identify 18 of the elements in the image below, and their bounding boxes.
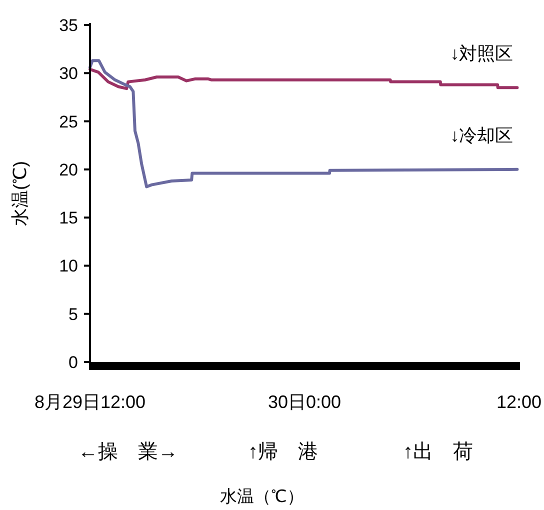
text: ←操 業→: [78, 441, 178, 463]
y-tick-label: 25: [59, 112, 78, 132]
series-label: ↓冷却区: [450, 125, 514, 146]
y-tick-label: 35: [59, 16, 78, 35]
y-tick-label: 5: [68, 304, 78, 324]
y-tick-label: 0: [68, 353, 78, 372]
y-axis-title: 水温(℃): [10, 161, 30, 226]
text: ↑帰 港: [248, 441, 318, 463]
x-tick-label: 8月29日12:00: [34, 392, 146, 412]
series-label: ↓対照区: [450, 44, 514, 64]
x-axis-title: 水温（℃）: [220, 487, 304, 506]
y-tick-label: 20: [59, 160, 78, 180]
y-tick-label: 10: [59, 256, 78, 276]
text: ↑出 荷: [403, 441, 473, 463]
x-tick-label: 12:00: [496, 392, 542, 412]
y-tick-label: 30: [59, 64, 78, 84]
y-tick-label: 15: [59, 208, 78, 228]
x-tick-label: 30日0:00: [268, 392, 342, 412]
